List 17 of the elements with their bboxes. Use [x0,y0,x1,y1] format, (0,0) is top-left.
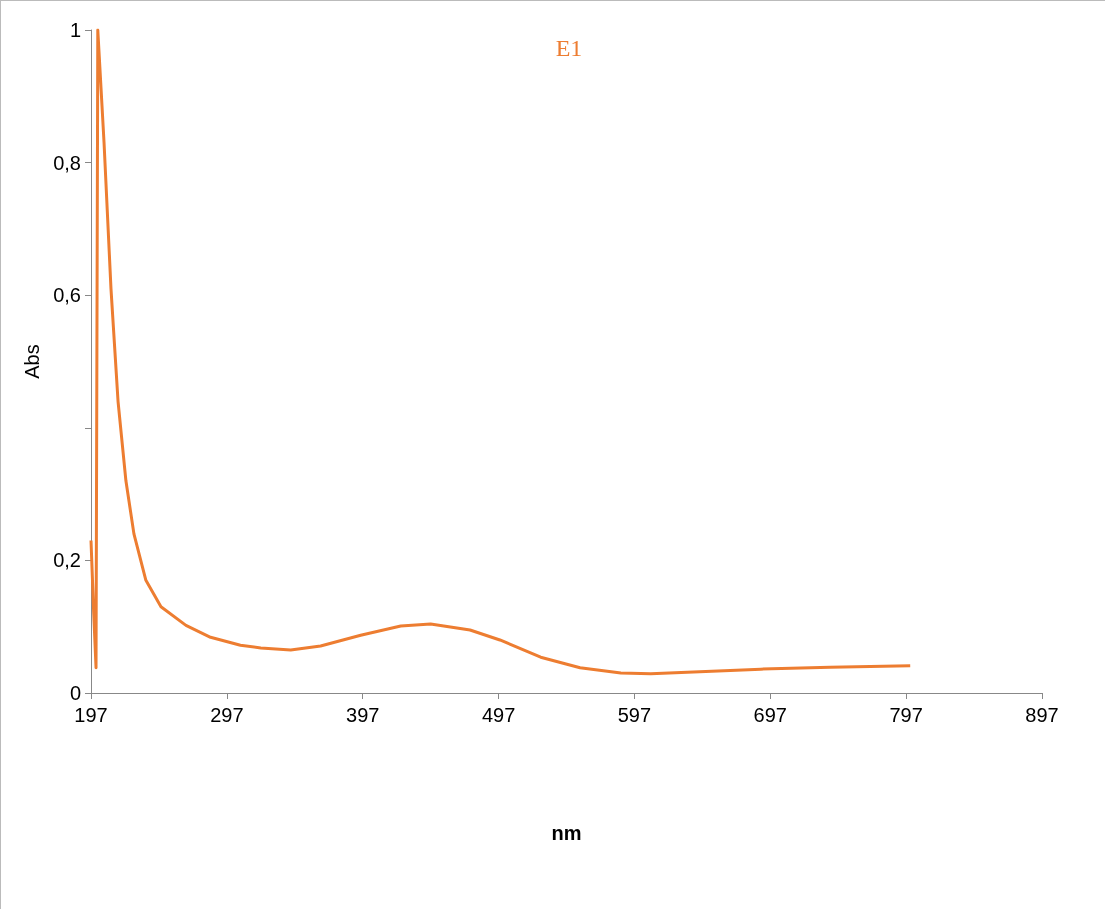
x-tick-label: 297 [210,704,244,726]
line-series [89,28,912,676]
x-tick-label: 197 [74,704,108,726]
x-tick-label: 397 [346,704,380,726]
y-tick-label: 0,8 [53,151,81,174]
x-tick-label: 597 [617,704,652,726]
x-tick-label: 797 [889,704,923,726]
y-tick-label: 0,6 [53,284,81,307]
x-tick-label: 497 [481,704,516,726]
x-tick-label: 897 [1025,704,1059,726]
x-axis-title: nm [551,822,582,844]
y-tick-label: 0 [69,682,81,704]
y-axis-title: Abs [21,344,44,379]
y-tick-label: 0,2 [53,549,81,572]
x-tick-label: 697 [753,704,787,726]
y-tick-label: 1 [69,19,81,41]
chart-title: E1 [555,35,583,61]
